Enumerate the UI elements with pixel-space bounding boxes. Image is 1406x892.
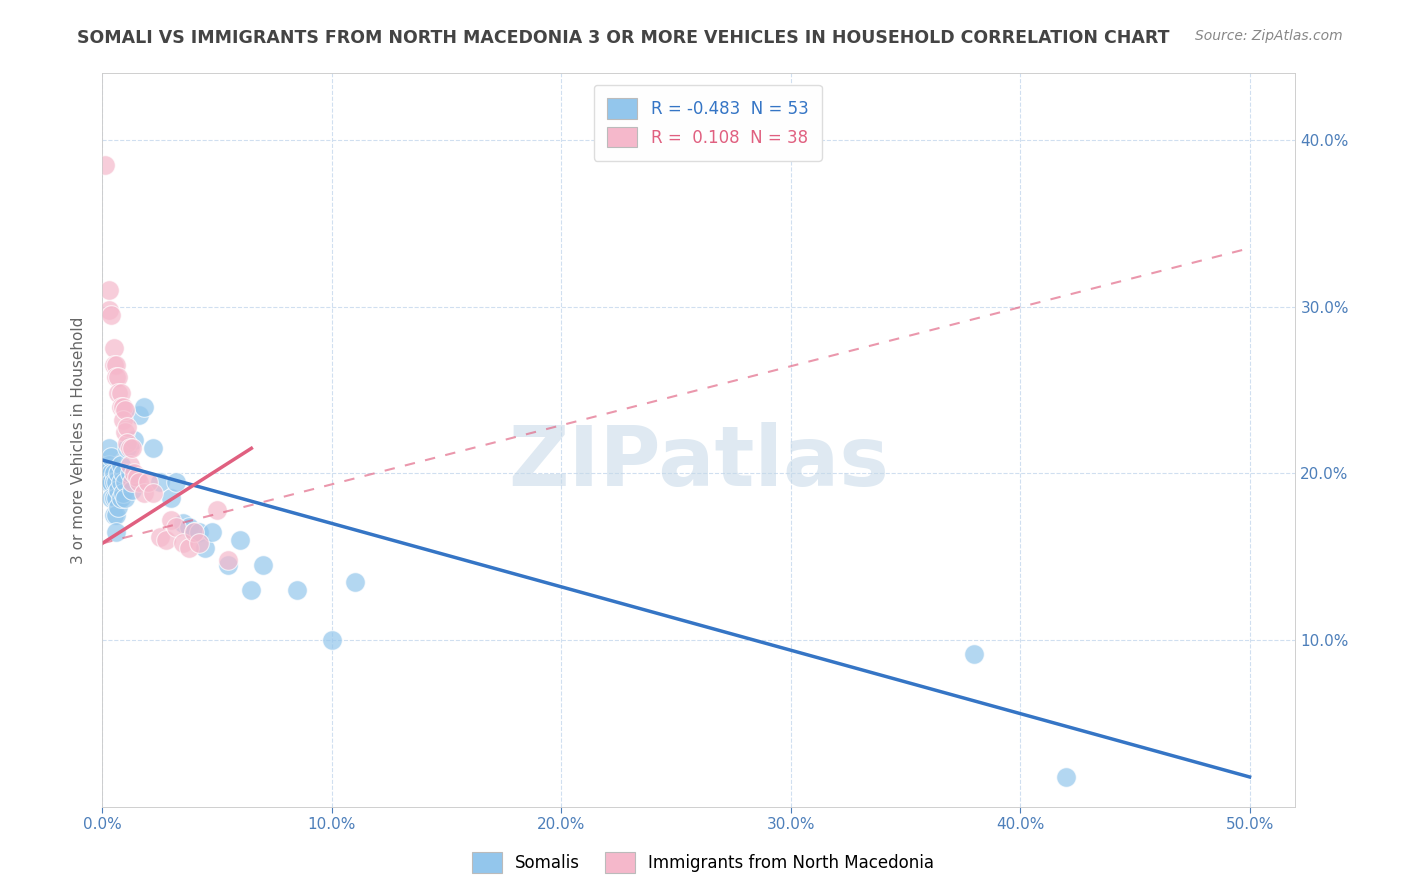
Point <box>104 508 127 522</box>
Point <box>110 475 132 489</box>
Point <box>117 436 139 450</box>
Point <box>118 458 141 472</box>
Text: Source: ZipAtlas.com: Source: ZipAtlas.com <box>1195 29 1343 43</box>
Point <box>103 467 125 481</box>
Point <box>114 475 136 489</box>
Point <box>142 486 165 500</box>
Point <box>98 458 121 472</box>
Point <box>179 541 201 556</box>
Point <box>205 503 228 517</box>
Point <box>103 508 125 522</box>
Point <box>100 491 122 506</box>
Point <box>160 491 183 506</box>
Point <box>103 491 125 506</box>
Point <box>187 524 209 539</box>
Point <box>118 467 141 481</box>
Point <box>128 475 150 489</box>
Point <box>100 308 122 322</box>
Point <box>110 386 132 401</box>
Point <box>229 533 252 547</box>
Point <box>963 647 986 661</box>
Y-axis label: 3 or more Vehicles in Household: 3 or more Vehicles in Household <box>72 317 86 564</box>
Point <box>187 536 209 550</box>
Point <box>111 486 134 500</box>
Point <box>136 475 159 489</box>
Point <box>132 400 155 414</box>
Point <box>1054 770 1077 784</box>
Point <box>128 408 150 422</box>
Point <box>107 386 129 401</box>
Point <box>107 500 129 514</box>
Point <box>111 400 134 414</box>
Point <box>100 467 122 481</box>
Point <box>121 442 143 456</box>
Point <box>114 425 136 439</box>
Point <box>183 524 205 539</box>
Point <box>165 520 187 534</box>
Point <box>104 358 127 372</box>
Point <box>252 558 274 573</box>
Point <box>114 491 136 506</box>
Point <box>172 536 194 550</box>
Point <box>107 483 129 497</box>
Point <box>93 158 115 172</box>
Point <box>98 283 121 297</box>
Point <box>125 469 148 483</box>
Point <box>124 467 146 481</box>
Point <box>121 483 143 497</box>
Point <box>100 475 122 489</box>
Point <box>343 574 366 589</box>
Legend: Somalis, Immigrants from North Macedonia: Somalis, Immigrants from North Macedonia <box>465 846 941 880</box>
Point <box>103 341 125 355</box>
Point <box>155 533 177 547</box>
Point <box>114 403 136 417</box>
Point <box>132 486 155 500</box>
Point <box>104 475 127 489</box>
Legend: R = -0.483  N = 53, R =  0.108  N = 38: R = -0.483 N = 53, R = 0.108 N = 38 <box>593 85 821 161</box>
Point <box>107 369 129 384</box>
Point <box>110 458 132 472</box>
Point <box>98 475 121 489</box>
Point <box>121 475 143 489</box>
Point <box>93 467 115 481</box>
Point <box>111 413 134 427</box>
Point <box>110 400 132 414</box>
Point <box>124 433 146 447</box>
Point <box>117 419 139 434</box>
Point <box>179 520 201 534</box>
Point <box>217 553 239 567</box>
Point <box>96 467 118 481</box>
Point <box>104 524 127 539</box>
Point <box>103 358 125 372</box>
Point <box>103 475 125 489</box>
Point <box>285 583 308 598</box>
Point <box>321 633 343 648</box>
Point <box>194 541 217 556</box>
Point <box>165 475 187 489</box>
Point <box>240 583 263 598</box>
Text: ZIPatlas: ZIPatlas <box>509 422 890 502</box>
Point <box>96 475 118 489</box>
Point <box>111 467 134 481</box>
Point <box>100 450 122 464</box>
Point <box>98 302 121 317</box>
Point <box>142 442 165 456</box>
Point <box>217 558 239 573</box>
Point <box>117 442 139 456</box>
Point <box>172 516 194 531</box>
Point <box>183 524 205 539</box>
Point <box>160 513 183 527</box>
Point <box>110 491 132 506</box>
Point <box>107 467 129 481</box>
Text: SOMALI VS IMMIGRANTS FROM NORTH MACEDONIA 3 OR MORE VEHICLES IN HOUSEHOLD CORREL: SOMALI VS IMMIGRANTS FROM NORTH MACEDONI… <box>77 29 1170 46</box>
Point <box>148 530 170 544</box>
Point <box>98 442 121 456</box>
Point <box>104 369 127 384</box>
Point <box>148 475 170 489</box>
Point <box>104 491 127 506</box>
Point <box>201 524 224 539</box>
Point <box>118 442 141 456</box>
